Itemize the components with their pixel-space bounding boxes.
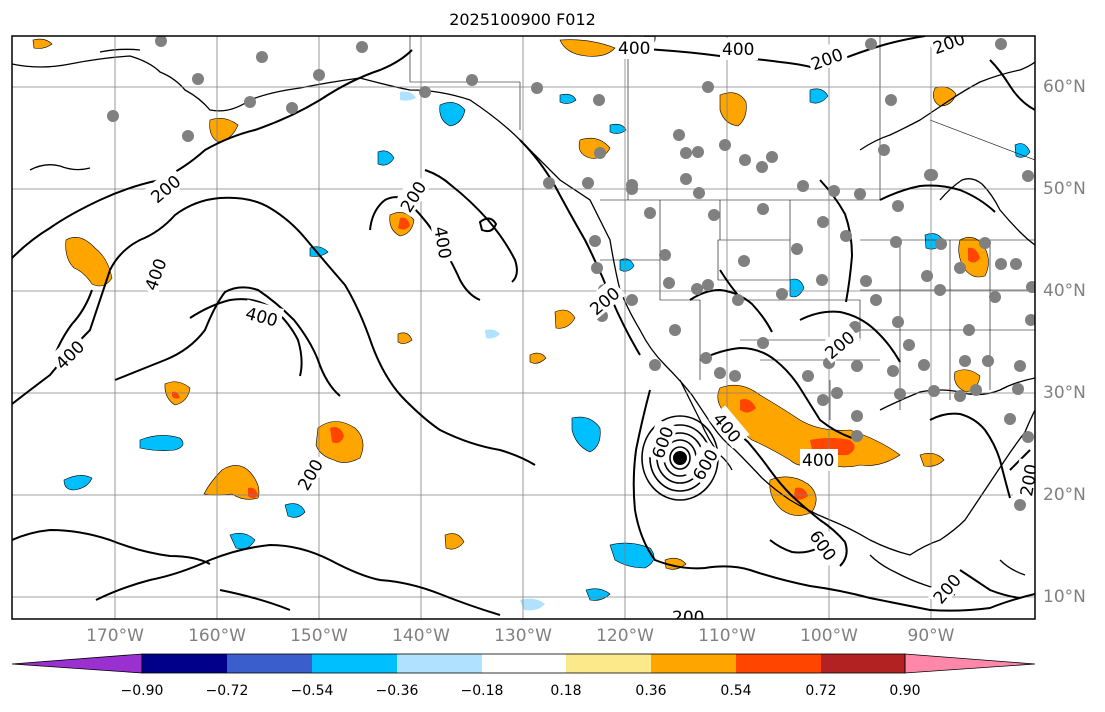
colorbar-tick-label: −0.90 xyxy=(120,683,164,699)
coastlines xyxy=(12,48,1035,596)
longitude-label: 100°W xyxy=(800,626,858,646)
colorbar-tick-label: 0.18 xyxy=(550,683,582,699)
latitude-label: 60°N xyxy=(1043,77,1086,97)
colorbar-extend-high xyxy=(904,653,1036,674)
contour-label: 400 xyxy=(618,39,650,59)
latitude-label: 40°N xyxy=(1043,281,1086,301)
colorbar-segment xyxy=(397,654,482,673)
longitude-label: 160°W xyxy=(188,626,246,646)
colorbar-segment xyxy=(651,654,736,673)
colorbar-tick-label: −0.18 xyxy=(460,683,504,699)
map-area: 200 200 200 200 200 200 200 200 200 200 … xyxy=(12,36,1042,628)
colorbar-segment xyxy=(566,654,651,673)
colorbar-tick-label: 0.36 xyxy=(635,683,667,699)
contour-label: 200 xyxy=(672,608,704,628)
colorbar-tick-label: −0.72 xyxy=(205,683,249,699)
longitude-label: 170°W xyxy=(86,626,144,646)
contour-label: 200 xyxy=(1017,463,1042,498)
shaded-field-blue xyxy=(63,88,1031,601)
contour-lines xyxy=(12,36,1035,616)
longitude-label: 140°W xyxy=(392,626,450,646)
shaded-field-lightblue xyxy=(400,91,545,611)
colorbar-tick-label: 0.72 xyxy=(805,683,837,699)
colorbar-tick-label: −0.36 xyxy=(375,683,419,699)
longitude-label: 130°W xyxy=(494,626,552,646)
longitude-label: 120°W xyxy=(596,626,654,646)
colorbar-tick-label: −0.54 xyxy=(290,683,334,699)
graticule xyxy=(12,36,1035,619)
colorbar-segment xyxy=(821,654,905,673)
colorbar-segment xyxy=(142,654,227,673)
colorbar xyxy=(11,653,1036,674)
contour-label: 400 xyxy=(802,451,834,471)
map-title: 2025100900 F012 xyxy=(449,10,596,29)
contour-label: 400 xyxy=(722,40,754,60)
longitude-label: 150°W xyxy=(290,626,348,646)
colorbar-tick-label: 0.90 xyxy=(889,683,921,699)
map-frame xyxy=(11,35,1036,620)
longitude-label: 90°W xyxy=(907,626,955,646)
latitude-label: 30°N xyxy=(1043,383,1086,403)
colorbar-segment xyxy=(312,654,397,673)
colorbar-segment xyxy=(227,654,312,673)
colorbar-segment xyxy=(482,654,566,673)
longitude-label: 110°W xyxy=(698,626,756,646)
latitude-label: 50°N xyxy=(1043,179,1086,199)
colorbar-segment xyxy=(736,654,821,673)
latitude-label: 10°N xyxy=(1043,587,1086,607)
colorbar-extend-low xyxy=(11,653,143,674)
colorbar-tick-label: 0.54 xyxy=(720,683,752,699)
latitude-label: 20°N xyxy=(1043,485,1086,505)
cyclone-center-marker xyxy=(673,451,687,465)
